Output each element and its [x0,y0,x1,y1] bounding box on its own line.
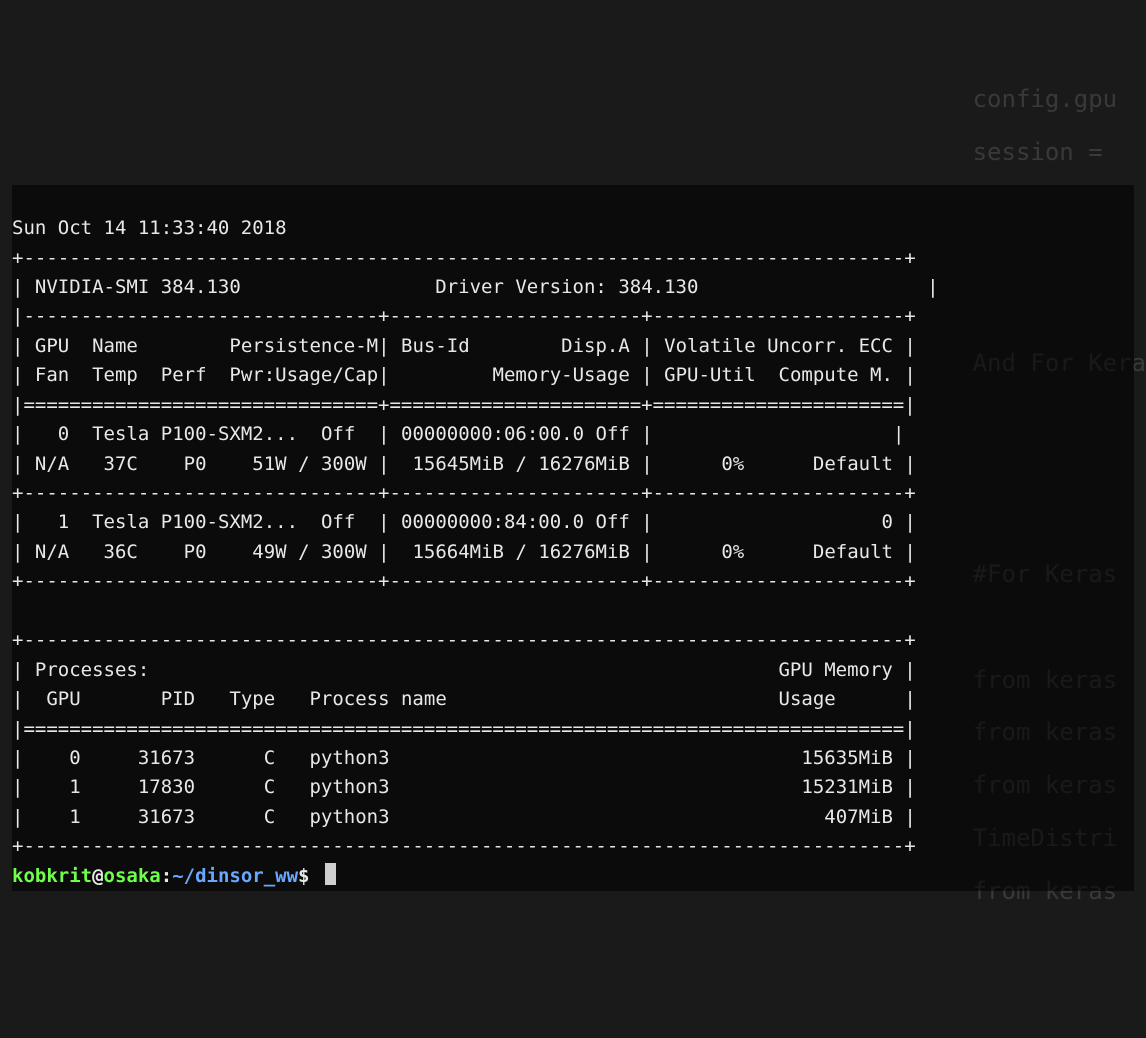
border-line: +-------------------------------+-------… [12,482,916,504]
prompt-path: ~/dinsor_ww [172,865,298,887]
processes-columns: | GPU PID Type Process name Usage | [12,688,916,710]
border-line: +-------------------------------+-------… [12,570,916,592]
column-headers-row1: | GPU Name Persistence-M| Bus-Id Disp.A … [12,335,916,357]
process-row: | 1 31673 C python3 407MiB | [12,806,916,828]
gpu-row: | 0 Tesla P100-SXM2... Off | 00000000:06… [12,423,904,445]
border-line: +---------------------------------------… [12,629,916,651]
processes-header: | Processes: GPU Memory | [12,659,916,681]
terminal-output: Sun Oct 14 11:33:40 2018 +--------------… [12,185,1134,892]
border-line: |-------------------------------+-------… [12,305,916,327]
border-line: |===============================+=======… [12,394,916,416]
border-line: +---------------------------------------… [12,247,916,269]
gpu-row: | N/A 37C P0 51W / 300W | 15645MiB / 162… [12,453,916,475]
prompt-host: osaka [104,865,161,887]
smi-header-line: | NVIDIA-SMI 384.130 Driver Version: 384… [12,276,939,298]
column-headers-row2: | Fan Temp Perf Pwr:Usage/Cap| Memory-Us… [12,364,916,386]
border-line: +---------------------------------------… [12,835,916,857]
shell-prompt[interactable]: kobkrit@osaka:~/dinsor_ww$ [12,865,336,887]
gpu-row: | 1 Tesla P100-SXM2... Off | 00000000:84… [12,511,916,533]
cursor-icon [325,863,336,885]
process-row: | 1 17830 C python3 15231MiB | [12,776,916,798]
timestamp: Sun Oct 14 11:33:40 2018 [12,217,287,239]
border-line: |=======================================… [12,718,916,740]
prompt-user: kobkrit [12,865,92,887]
gpu-row: | N/A 36C P0 49W / 300W | 15664MiB / 162… [12,541,916,563]
process-row: | 0 31673 C python3 15635MiB | [12,747,916,769]
